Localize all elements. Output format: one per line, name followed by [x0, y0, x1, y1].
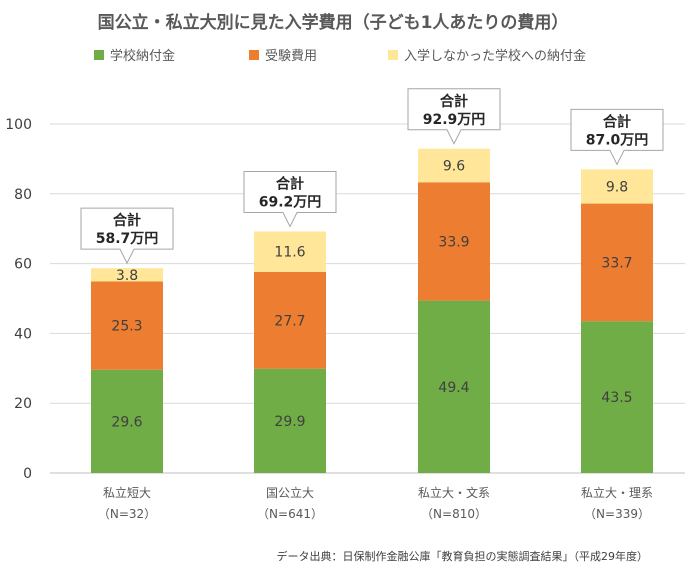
total-label: 合計: [440, 93, 468, 110]
y-tick-label-0: 0: [23, 466, 32, 482]
source-note: データ出典：日保制作金融公庫「教育負担の実態調査結果」（平成29年度）: [277, 549, 649, 563]
bar-segment: [91, 268, 163, 282]
bar-segment: [418, 182, 490, 301]
x-tick-note-0: （N=32）: [98, 507, 156, 521]
data-label: 27.7: [274, 313, 305, 329]
x-tick-label-1: 国公立大: [266, 485, 314, 500]
data-label: 9.8: [606, 179, 628, 195]
legend-swatch-1: [249, 50, 259, 60]
bar-segment: [581, 321, 653, 473]
total-label: 合計: [603, 113, 631, 130]
data-label: 29.6: [111, 414, 142, 430]
x-tick-label-3: 私立大・理系: [581, 485, 653, 500]
total-callout: [570, 108, 664, 166]
total-label: 合計: [276, 175, 304, 192]
y-tick-label-1: 20: [14, 396, 32, 412]
total-value: 92.9万円: [423, 112, 486, 128]
chart-title: 国公立・私立大別に見た入学費用（子ども1人あたりの費用）: [98, 12, 569, 33]
data-label: 9.6: [443, 159, 465, 175]
total-callout: [407, 88, 501, 145]
legend-label-0: 学校納付金: [110, 48, 175, 64]
data-label: 43.5: [601, 390, 632, 406]
total-value: 58.7万円: [96, 231, 159, 247]
data-label: 3.8: [116, 268, 138, 284]
data-label: 11.6: [274, 245, 305, 261]
y-tick-label-2: 40: [14, 326, 32, 342]
x-tick-label-0: 私立短大: [103, 485, 151, 500]
bar-segment: [254, 271, 326, 369]
legend-swatch-2: [388, 50, 398, 60]
bar-segment: [581, 169, 653, 204]
bars: 29.6 25.3 3.8 合計 58.7万円 29.9 27.7 11.6 合計 69.2万円 4…: [80, 88, 664, 473]
x-tick-note-1: （N=641）: [257, 507, 323, 521]
bar-segment: [91, 281, 163, 370]
y-tick-label-3: 60: [14, 257, 32, 273]
legend: 学校納付金 受験費用 入学しなかった学校への納付金: [94, 48, 586, 64]
data-label: 29.9: [274, 414, 305, 430]
y-tick-label-4: 80: [14, 187, 32, 203]
x-tick-label-2: 私立大・文系: [418, 485, 490, 500]
data-label: 33.7: [601, 255, 632, 271]
y-tick-label-5: 100: [5, 117, 32, 133]
bar-segment: [418, 148, 490, 183]
bar-segment: [418, 300, 490, 473]
total-callout: [80, 207, 174, 265]
legend-label-2: 入学しなかった学校への納付金: [404, 48, 586, 64]
data-label: 49.4: [438, 380, 469, 396]
total-value: 69.2万円: [259, 194, 322, 210]
bar-segment: [91, 369, 163, 473]
total-value: 87.0万円: [586, 132, 649, 148]
legend-label-1: 受験費用: [265, 49, 317, 64]
data-label: 33.9: [438, 234, 469, 250]
x-tick-note-2: （N=810）: [421, 507, 487, 521]
bar-segment: [254, 368, 326, 473]
bar-segment: [254, 231, 326, 272]
total-label: 合計: [113, 212, 141, 229]
total-callout: [243, 170, 337, 228]
legend-swatch-0: [94, 50, 104, 60]
bar-segment: [581, 203, 653, 322]
data-label: 25.3: [111, 319, 142, 335]
x-axis: 私立短大 （N=32） 国公立大 （N=641） 私立大・文系 （N=810） 私立大・理系…: [98, 485, 653, 521]
x-tick-note-3: （N=339）: [584, 507, 650, 521]
